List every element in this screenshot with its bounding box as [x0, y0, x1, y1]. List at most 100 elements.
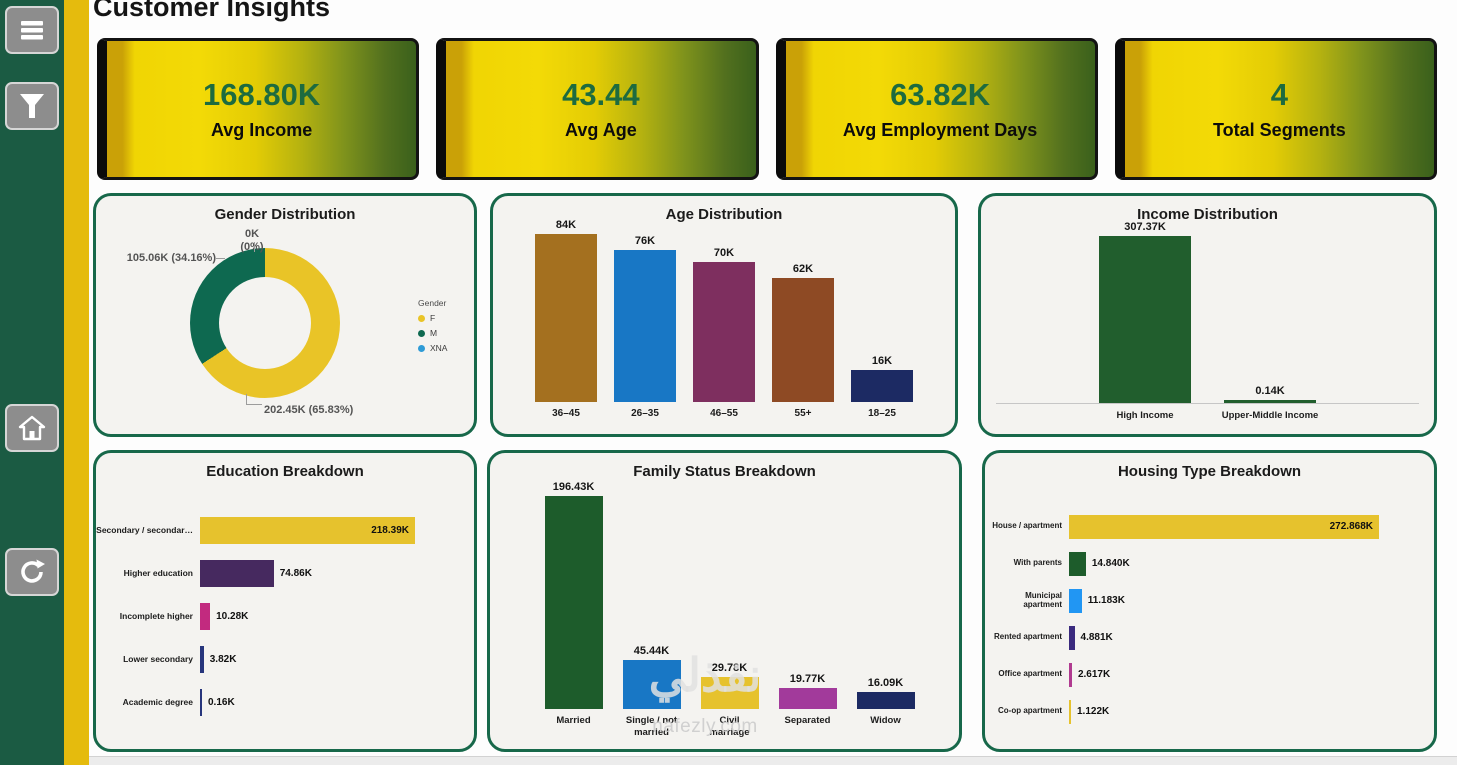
category-label: Separated	[784, 715, 831, 727]
bar-married[interactable]	[544, 496, 603, 710]
accent-strip	[64, 0, 89, 765]
category-label: Secondary / secondar…	[96, 524, 193, 535]
panel-family-status-breakdown: Family Status Breakdown 196.43K 45.44K 29.…	[487, 450, 962, 752]
bar-office-apartment[interactable]	[1069, 662, 1072, 687]
legend-item-xna[interactable]: XNA	[418, 343, 447, 353]
legend-label: M	[430, 328, 438, 338]
bar-high-income[interactable]	[1099, 236, 1191, 404]
gender-donut-chart[interactable]	[190, 248, 340, 398]
bar-column: 307.37K	[1085, 221, 1205, 404]
category-column: Widow	[857, 709, 915, 727]
bar-co-op-apartment[interactable]	[1069, 699, 1071, 724]
category-column: 26–35	[614, 402, 676, 421]
bar-46-55[interactable]	[693, 261, 755, 402]
bar-incomplete-higher[interactable]	[200, 603, 211, 630]
bar-single-not-married[interactable]	[622, 659, 681, 710]
bar-value-label: 76K	[634, 234, 656, 247]
category-label: Co-op apartment	[998, 706, 1062, 716]
filter-button[interactable]	[5, 82, 59, 130]
kpi-value: 63.82K	[890, 77, 991, 112]
chart-title: Age Distribution	[665, 206, 783, 223]
category-label: With parents	[1013, 558, 1062, 568]
categories-row: High Income Upper-Middle Income	[1085, 404, 1330, 422]
panel-income-distribution: Income Distribution 307.37K 0.14K High Inc…	[978, 193, 1437, 437]
menu-button[interactable]	[5, 6, 59, 54]
bar-18-25[interactable]	[851, 369, 913, 402]
bar-value-label: 196.43K	[552, 481, 595, 494]
bar-municipal-apartment[interactable]	[1069, 588, 1082, 613]
bar-row: Co-op apartment 1.122K	[985, 693, 1430, 730]
category-column: 18–25	[851, 402, 913, 421]
bar-value-label: 307.37K	[1124, 221, 1166, 234]
bar-upper-middle-income[interactable]	[1224, 400, 1316, 404]
kpi-label: Avg Age	[565, 120, 637, 140]
bars-row: 84K 76K 70K 62K 16K	[535, 219, 913, 402]
legend-item-m[interactable]: M	[418, 328, 447, 338]
legend-label: XNA	[430, 343, 448, 353]
kpi-value: 43.44	[562, 77, 640, 112]
kpi-row: 168.80K Avg Income 43.44 Avg Age 63.82K Avg E…	[97, 38, 1437, 180]
panel-housing-type-breakdown: Housing Type Breakdown House / apartment…	[982, 450, 1437, 752]
legend-item-f[interactable]: F	[418, 313, 447, 323]
category-label: 55+	[794, 407, 812, 419]
bar-value-label: 29.78K	[711, 661, 748, 674]
bar-higher-education[interactable]	[200, 560, 274, 587]
footer-bar	[89, 756, 1457, 765]
bar-academic-degree[interactable]	[200, 689, 202, 716]
refresh-button[interactable]	[5, 548, 59, 596]
category-label: Higher education	[123, 567, 193, 578]
legend-dot	[418, 329, 425, 337]
callout-line	[216, 258, 225, 259]
bar-row: Higher education 74.86K	[96, 552, 470, 595]
category-label: Civil marriage	[709, 715, 750, 739]
category-label: 26–35	[631, 407, 659, 419]
panel-gender-distribution: Gender Distribution 105.06K (34.16%) 0K …	[93, 193, 477, 437]
bar-separated[interactable]	[778, 687, 837, 710]
home-icon	[17, 414, 47, 442]
bar-26-35[interactable]	[614, 249, 676, 402]
home-button[interactable]	[5, 404, 59, 452]
bar-with-parents[interactable]	[1069, 551, 1086, 576]
bar-row: Academic degree 0.16K	[96, 681, 470, 724]
category-label: Rented apartment	[993, 632, 1062, 642]
education-bar-chart: Secondary / secondar… 218.39K Higher educa…	[96, 509, 470, 724]
kpi-label: Total Segments	[1213, 120, 1346, 140]
bar-secondary-secondar-[interactable]: 218.39K	[200, 517, 415, 544]
menu-icon	[17, 16, 47, 44]
bar-value-label: 16.09K	[867, 676, 904, 689]
bar-civil-marriage[interactable]	[700, 676, 759, 710]
housing-bar-chart: House / apartment 272.868K With parents 14.…	[985, 508, 1430, 730]
kpi-label: Avg Employment Days	[842, 120, 1038, 140]
bar-55-[interactable]	[772, 277, 834, 402]
bar-36-45[interactable]	[535, 233, 597, 402]
bar-value-label: 62K	[792, 262, 814, 275]
bar-lower-secondary[interactable]	[200, 646, 204, 673]
category-label: Municipal apartment	[1023, 590, 1062, 609]
chart-title: Income Distribution	[1137, 206, 1278, 223]
kpi-label: Avg Income	[210, 120, 313, 140]
bar-widow[interactable]	[856, 691, 915, 710]
donut-callout-xna: 0K (0%)	[240, 228, 264, 254]
bar-value-label: 45.44K	[633, 644, 670, 657]
kpi-card-avg-employment-days: 63.82K Avg Employment Days	[775, 38, 1098, 180]
category-label: 18–25	[868, 407, 896, 419]
bar-column: 16K	[851, 355, 913, 402]
bar-column: 84K	[535, 219, 597, 402]
category-label: Office apartment	[998, 669, 1062, 679]
legend-dot	[418, 344, 425, 352]
category-column: Single / not married	[623, 709, 681, 739]
bar-row: Incomplete higher 10.28K	[96, 595, 470, 638]
legend-dot	[418, 314, 425, 322]
category-label: High Income	[1116, 410, 1174, 422]
bar-row: Secondary / secondar… 218.39K	[96, 509, 470, 552]
category-label: 36–45	[552, 407, 580, 419]
category-column: 36–45	[535, 402, 597, 421]
bar-column: 19.77K	[778, 673, 837, 710]
bar-value-label: 3.82K	[209, 654, 237, 665]
bars-row: 307.37K 0.14K	[1085, 221, 1330, 404]
family-bar-chart: 196.43K 45.44K 29.78K 19.77K 16.09K Married Si…	[518, 481, 941, 739]
bar-house-apartment[interactable]: 272.868K	[1069, 514, 1379, 539]
bar-value-label: 4.881K	[1080, 632, 1113, 643]
bar-rented-apartment[interactable]	[1069, 625, 1075, 650]
age-bar-chart: 84K 76K 70K 62K 16K 36–45 26–35 46–55 55+ 18–25	[493, 219, 955, 421]
